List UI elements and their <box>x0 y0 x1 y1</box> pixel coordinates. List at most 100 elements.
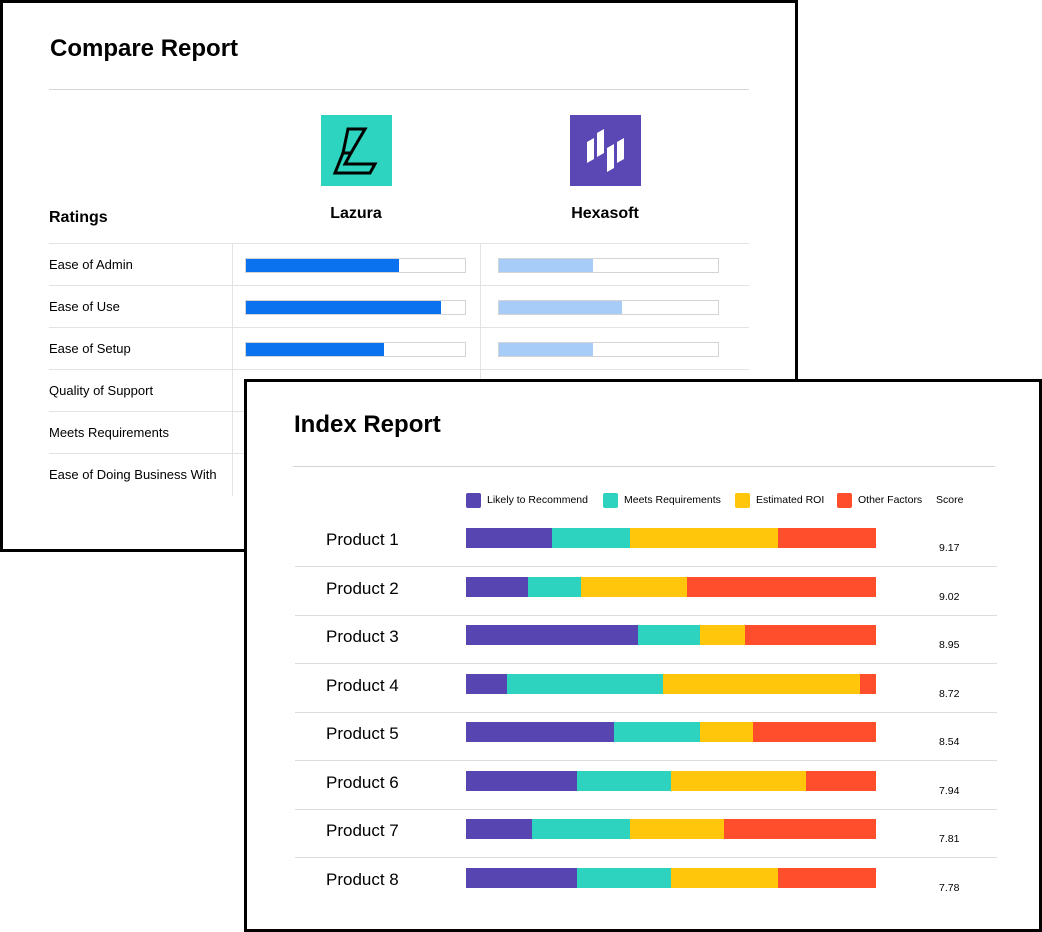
product-row: Product 7 7.81 <box>295 810 997 858</box>
legend-item: Other Factors <box>837 491 922 509</box>
rating-row: Ease of Use <box>49 285 749 328</box>
compare-report-title: Compare Report <box>50 35 239 62</box>
bar-segment-meets-requirements <box>531 819 630 839</box>
vendor-name-lazura: Lazura <box>330 205 382 222</box>
row-divider <box>295 615 997 616</box>
rating-label: Quality of Support <box>49 383 154 398</box>
product-label: Product 5 <box>326 724 399 743</box>
row-divider <box>295 663 997 664</box>
product-row: Product 8 7.78 <box>295 859 997 907</box>
bar-segment-meets-requirements <box>507 674 663 694</box>
lazura-logo-bg <box>321 115 392 186</box>
bar-segment-meets-requirements <box>527 577 581 597</box>
bar-segment-likely-to-recommend <box>466 577 528 597</box>
product-label: Product 3 <box>326 627 399 646</box>
product-score: 7.94 <box>939 785 960 797</box>
rating-label: Ease of Doing Business With <box>49 467 217 482</box>
bar-segment-estimated-roi <box>629 528 778 548</box>
bar-segment-likely-to-recommend <box>466 528 553 548</box>
title-divider <box>293 466 995 467</box>
rating-bar-lazura <box>245 258 466 273</box>
bar-segment-other-factors <box>777 868 876 888</box>
rating-label: Meets Requirements <box>49 425 169 440</box>
rating-bar-hexasoft <box>498 300 719 315</box>
bar-segment-other-factors <box>859 674 876 694</box>
rating-row: Ease of Setup <box>49 327 749 370</box>
row-divider <box>295 809 997 810</box>
bar-segment-other-factors <box>687 577 876 597</box>
hexasoft-logo <box>570 115 641 186</box>
row-divider <box>295 566 997 567</box>
bar-segment-other-factors <box>752 722 876 742</box>
legend-item: Likely to Recommend <box>466 491 588 509</box>
product-score: 7.78 <box>939 882 960 894</box>
rating-row: Quality of Support <box>49 369 749 412</box>
row-divider <box>295 760 997 761</box>
index-report-title: Index Report <box>294 411 441 438</box>
legend-swatch <box>735 492 750 508</box>
stacked-bar <box>466 674 876 694</box>
product-row: Product 2 9.02 <box>295 568 997 616</box>
rating-label: Ease of Use <box>49 299 120 314</box>
bar-segment-other-factors <box>777 528 876 548</box>
bar-segment-estimated-roi <box>580 577 688 597</box>
rating-row: Ease of Admin <box>49 243 749 286</box>
legend-item: Meets Requirements <box>603 491 721 509</box>
bar-segment-other-factors <box>724 819 876 839</box>
product-label: Product 2 <box>326 579 399 598</box>
stacked-bar <box>466 771 876 791</box>
legend-item: Estimated ROI <box>735 491 824 509</box>
product-label: Product 4 <box>326 676 399 695</box>
bar-segment-estimated-roi <box>670 868 778 888</box>
bar-segment-likely-to-recommend <box>466 868 577 888</box>
bar-segment-estimated-roi <box>670 771 807 791</box>
stacked-bar <box>466 868 876 888</box>
bar-segment-likely-to-recommend <box>466 625 639 645</box>
score-header: Score <box>936 494 964 506</box>
bar-segment-estimated-roi <box>662 674 860 694</box>
bar-segment-meets-requirements <box>552 528 630 548</box>
legend-swatch <box>466 492 481 508</box>
row-divider <box>295 857 997 858</box>
bar-segment-estimated-roi <box>699 625 745 645</box>
legend-label: Meets Requirements <box>624 494 721 506</box>
bar-segment-likely-to-recommend <box>466 674 507 694</box>
legend-label: Likely to Recommend <box>487 494 588 506</box>
bar-segment-likely-to-recommend <box>466 771 577 791</box>
ratings-heading: Ratings <box>49 209 108 226</box>
product-row: Product 6 7.94 <box>295 762 997 810</box>
legend-label: Estimated ROI <box>756 494 825 506</box>
product-score: 9.17 <box>939 542 960 554</box>
product-score: 9.02 <box>939 591 960 603</box>
stacked-bar <box>466 577 876 597</box>
product-score: 7.81 <box>939 833 960 845</box>
bar-segment-likely-to-recommend <box>466 722 614 742</box>
bar-segment-meets-requirements <box>576 868 671 888</box>
bar-segment-estimated-roi <box>699 722 753 742</box>
bar-segment-other-factors <box>744 625 876 645</box>
bar-segment-likely-to-recommend <box>466 819 532 839</box>
product-score: 8.72 <box>939 688 960 700</box>
rating-fill-lazura <box>246 301 441 314</box>
rating-fill-lazura <box>246 343 384 356</box>
product-score: 8.95 <box>939 639 960 651</box>
rating-bar-hexasoft <box>498 258 719 273</box>
product-score: 8.54 <box>939 736 960 748</box>
rating-fill-hexasoft <box>499 301 622 314</box>
rating-bar-lazura <box>245 300 466 315</box>
vendor-name-hexasoft: Hexasoft <box>571 205 639 222</box>
bar-segment-meets-requirements <box>638 625 700 645</box>
stacked-bar <box>466 528 876 548</box>
index-report-card: Index Report Likely to Recommend Meets R… <box>244 379 1042 932</box>
product-label: Product 1 <box>326 530 399 549</box>
product-row: Product 4 8.72 <box>295 665 997 713</box>
legend-swatch <box>603 492 618 508</box>
row-divider <box>295 712 997 713</box>
bar-segment-other-factors <box>806 771 876 791</box>
product-label: Product 8 <box>326 870 399 889</box>
bar-segment-meets-requirements <box>576 771 671 791</box>
rating-fill-lazura <box>246 259 400 272</box>
rating-label: Ease of Admin <box>49 257 133 272</box>
legend-swatch <box>837 492 852 508</box>
stacked-bar <box>466 722 876 742</box>
